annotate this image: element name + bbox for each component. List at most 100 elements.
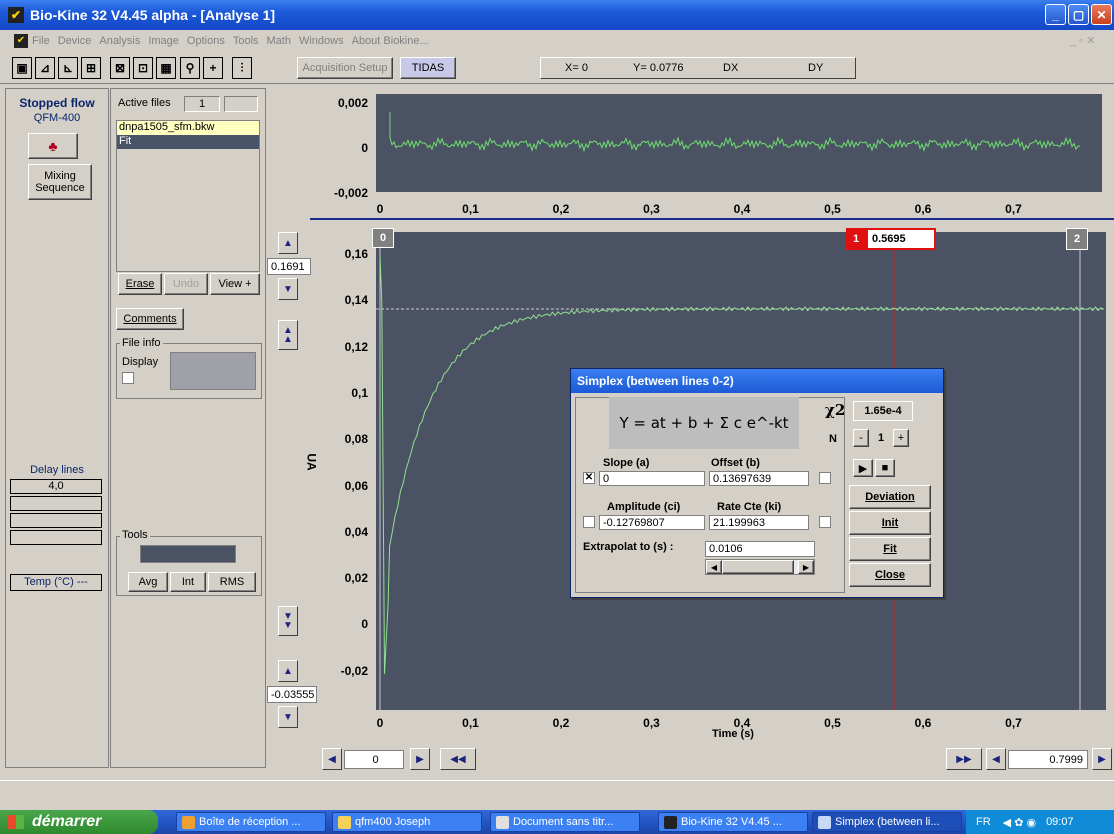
xstart-field[interactable]: 0 — [344, 750, 404, 769]
active-count-value: 1 — [198, 98, 206, 110]
n-increment-button[interactable]: + — [893, 429, 909, 447]
erase-button[interactable]: Erase — [118, 273, 162, 295]
menu-device[interactable]: Device — [57, 35, 92, 47]
ymin-field[interactable]: -0.03555 — [267, 686, 317, 703]
extrapolat-scrollbar[interactable]: ◀ ▶ — [705, 559, 815, 575]
xend-left-button[interactable]: ◀ — [986, 748, 1006, 770]
ymax-field[interactable]: 0.1691 — [267, 258, 311, 275]
file-item-data[interactable]: dnpa1505_sfm.bkw — [117, 121, 259, 135]
undo-button[interactable]: Undo — [164, 273, 208, 295]
mixer-icon-button[interactable]: ♣ — [28, 133, 78, 159]
xend-right-button[interactable]: ▶ — [1092, 748, 1112, 770]
scroll-right-button[interactable]: ▶ — [798, 560, 814, 574]
slope-field[interactable]: 0 — [599, 471, 705, 486]
amplitude-checkbox[interactable] — [583, 516, 595, 528]
zoom-mode-1-icon[interactable]: ⊠ — [110, 57, 130, 79]
deviation-label: Deviation — [865, 491, 915, 503]
mixing-sequence-button[interactable]: Mixing Sequence — [28, 164, 92, 200]
maximize-button[interactable]: ▢ — [1068, 4, 1089, 25]
plot-mode-2-icon[interactable]: ⊾ — [58, 57, 78, 79]
residual-xtick: 0,2 — [552, 202, 570, 216]
offset-field[interactable]: 0.13697639 — [709, 471, 809, 486]
menu-tools[interactable]: Tools — [232, 35, 259, 47]
ymax-up-button[interactable]: ▲ — [278, 232, 298, 254]
init-button[interactable]: Init — [849, 511, 931, 535]
chi2-value: 1.65e-4 — [853, 401, 913, 421]
plot-mode-1-icon[interactable]: ⊿ — [35, 57, 55, 79]
slope-checkbox[interactable]: ✕ — [583, 472, 595, 484]
close-button[interactable]: ✕ — [1091, 4, 1112, 25]
int-button[interactable]: Int — [170, 572, 206, 592]
plot-mode-3-icon[interactable]: ⊞ — [81, 57, 101, 79]
save-icon[interactable]: ▣ — [12, 57, 32, 79]
task-inbox[interactable]: Boîte de réception ... — [176, 812, 326, 832]
close-dialog-button[interactable]: Close — [849, 563, 931, 587]
view-button[interactable]: View + — [210, 273, 260, 295]
biokine-icon — [664, 816, 677, 829]
pan-up-button[interactable]: ▲ ▲ — [278, 320, 298, 350]
cursor2-marker[interactable]: 2 — [1066, 228, 1088, 250]
xend-fast-right-button[interactable]: ▶▶ — [946, 748, 982, 770]
stop-button[interactable]: ■ — [875, 459, 895, 477]
pan-down-button[interactable]: ▼ ▼ — [278, 606, 298, 636]
tidas-button[interactable]: TIDAS — [400, 57, 456, 79]
magnifier-icon[interactable]: ⚲ — [180, 57, 200, 79]
residual-xtick: 0,6 — [914, 202, 932, 216]
language-indicator[interactable]: FR — [976, 816, 991, 828]
cursor1-marker[interactable]: 1 — [846, 228, 866, 250]
ymin-down-button[interactable]: ▼ — [278, 706, 298, 728]
task-folder[interactable]: qfm400 Joseph — [332, 812, 482, 832]
amplitude-field[interactable]: -0.12769807 — [599, 515, 705, 530]
deviation-button[interactable]: Deviation — [849, 485, 931, 509]
rate-field[interactable]: 21.199963 — [709, 515, 809, 530]
scroll-left-button[interactable]: ◀ — [706, 560, 722, 574]
mixer-icon: ♣ — [48, 138, 58, 154]
rms-button[interactable]: RMS — [208, 572, 256, 592]
zoom-mode-2-icon[interactable]: ⊡ — [133, 57, 153, 79]
menu-analysis[interactable]: Analysis — [99, 35, 141, 47]
n-decrement-button[interactable]: - — [853, 429, 869, 447]
start-button[interactable]: démarrer — [0, 810, 158, 834]
close-label: Close — [875, 569, 905, 581]
xstart-fast-left-button[interactable]: ◀◀ — [440, 748, 476, 770]
menu-options[interactable]: Options — [186, 35, 225, 47]
xend-field[interactable]: 0.7999 — [1008, 750, 1088, 769]
play-button[interactable]: ▶ — [853, 459, 873, 477]
minimize-button[interactable]: _ — [1045, 4, 1066, 25]
rate-checkbox[interactable] — [819, 516, 831, 528]
avg-button[interactable]: Avg — [128, 572, 168, 592]
offset-checkbox[interactable] — [819, 472, 831, 484]
menu-file[interactable]: File — [32, 35, 50, 47]
menu-about[interactable]: About Biokine... — [351, 35, 429, 47]
mdi-controls-icon[interactable]: _ ▫ ✕ — [1070, 35, 1096, 47]
residual-xtick: 0,1 — [462, 202, 479, 216]
task-biokine[interactable]: Bio-Kine 32 V4.45 ... — [658, 812, 808, 832]
x-axis-label: Time (s) — [712, 728, 754, 740]
task-simplex[interactable]: Simplex (between li... — [812, 812, 962, 832]
xstart-left-button[interactable]: ◀ — [322, 748, 342, 770]
comments-button[interactable]: Comments — [116, 308, 184, 330]
cursor0-marker[interactable]: 0 — [372, 228, 394, 248]
ymax-down-button[interactable]: ▼ — [278, 278, 298, 300]
file-list[interactable]: dnpa1505_sfm.bkw Fit — [116, 120, 260, 272]
main-xtick: 0,6 — [914, 716, 932, 730]
task-document[interactable]: Document sans titr... — [490, 812, 640, 832]
cursor-lines-icon[interactable]: ⫶ — [232, 57, 252, 79]
crosshair-icon[interactable]: + — [203, 57, 223, 79]
acquisition-setup-button[interactable]: Acquisition Setup — [297, 57, 393, 79]
main-ytick: 0 — [361, 617, 368, 632]
zoom-mode-3-icon[interactable]: ▦ — [156, 57, 176, 79]
file-item-fit[interactable]: Fit — [117, 135, 259, 149]
menu-windows[interactable]: Windows — [298, 35, 344, 47]
display-checkbox[interactable] — [122, 372, 134, 384]
extrapolat-field[interactable]: 0.0106 — [705, 541, 815, 557]
menu-image[interactable]: Image — [148, 35, 179, 47]
cursor1-value-field[interactable]: 0.5695 — [866, 228, 936, 250]
menu-math[interactable]: Math — [266, 35, 291, 47]
window-icon — [818, 816, 831, 829]
scroll-thumb[interactable] — [722, 560, 794, 574]
tray-icons[interactable]: ◀ ✿ ◉ — [1002, 816, 1037, 829]
ymin-up-button[interactable]: ▲ — [278, 660, 298, 682]
xstart-right-button[interactable]: ▶ — [410, 748, 430, 770]
fit-button[interactable]: Fit — [849, 537, 931, 561]
